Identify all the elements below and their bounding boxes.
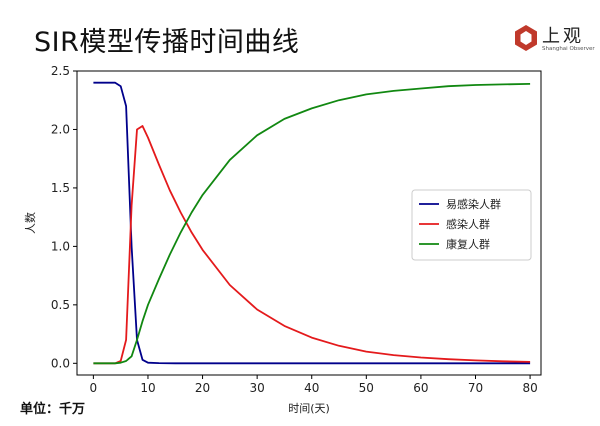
x-tick-label: 10 bbox=[140, 381, 155, 395]
x-tick-label: 80 bbox=[522, 381, 537, 395]
x-axis-label: 时间(天) bbox=[288, 402, 330, 415]
x-tick-label: 50 bbox=[359, 381, 374, 395]
x-tick-label: 20 bbox=[195, 381, 210, 395]
series-line-2 bbox=[93, 83, 531, 365]
logo-icon bbox=[515, 25, 537, 51]
y-tick-label: 1.5 bbox=[51, 181, 70, 195]
x-tick-label: 0 bbox=[90, 381, 98, 395]
legend-label: 康复人群 bbox=[446, 237, 490, 251]
y-tick-label: 1.0 bbox=[51, 239, 70, 253]
unit-label: 单位：千万 bbox=[20, 402, 86, 417]
x-tick-label: 40 bbox=[304, 381, 319, 395]
y-tick-label: 2.5 bbox=[51, 64, 70, 78]
series-line-0 bbox=[93, 81, 531, 365]
y-axis-label: 人数 bbox=[24, 212, 37, 234]
x-tick-label: 30 bbox=[250, 381, 265, 395]
brand-name: 上观 bbox=[542, 26, 584, 47]
axes-frame bbox=[76, 70, 542, 376]
brand-subtitle: Shanghai Observer bbox=[542, 46, 595, 52]
plot-area bbox=[93, 81, 531, 365]
y-tick-label: 0.5 bbox=[51, 298, 70, 312]
y-tick-label: 2.0 bbox=[51, 122, 70, 136]
brand-logo: 上观 Shanghai Observer bbox=[514, 22, 595, 58]
x-tick-label: 70 bbox=[468, 381, 483, 395]
y-tick-label: 0.0 bbox=[51, 356, 70, 370]
legend-label: 易感染人群 bbox=[446, 197, 501, 211]
legend-box bbox=[411, 189, 532, 261]
x-tick-label: 60 bbox=[413, 381, 428, 395]
legend-label: 感染人群 bbox=[446, 217, 490, 231]
page-title: SIR模型传播时间曲线 bbox=[34, 27, 300, 58]
axes: 0 10 20 30 40 50 60 70 80 0.0 0.5 1.0 1.5 2.0 2.5 时间(天)… bbox=[24, 64, 542, 415]
